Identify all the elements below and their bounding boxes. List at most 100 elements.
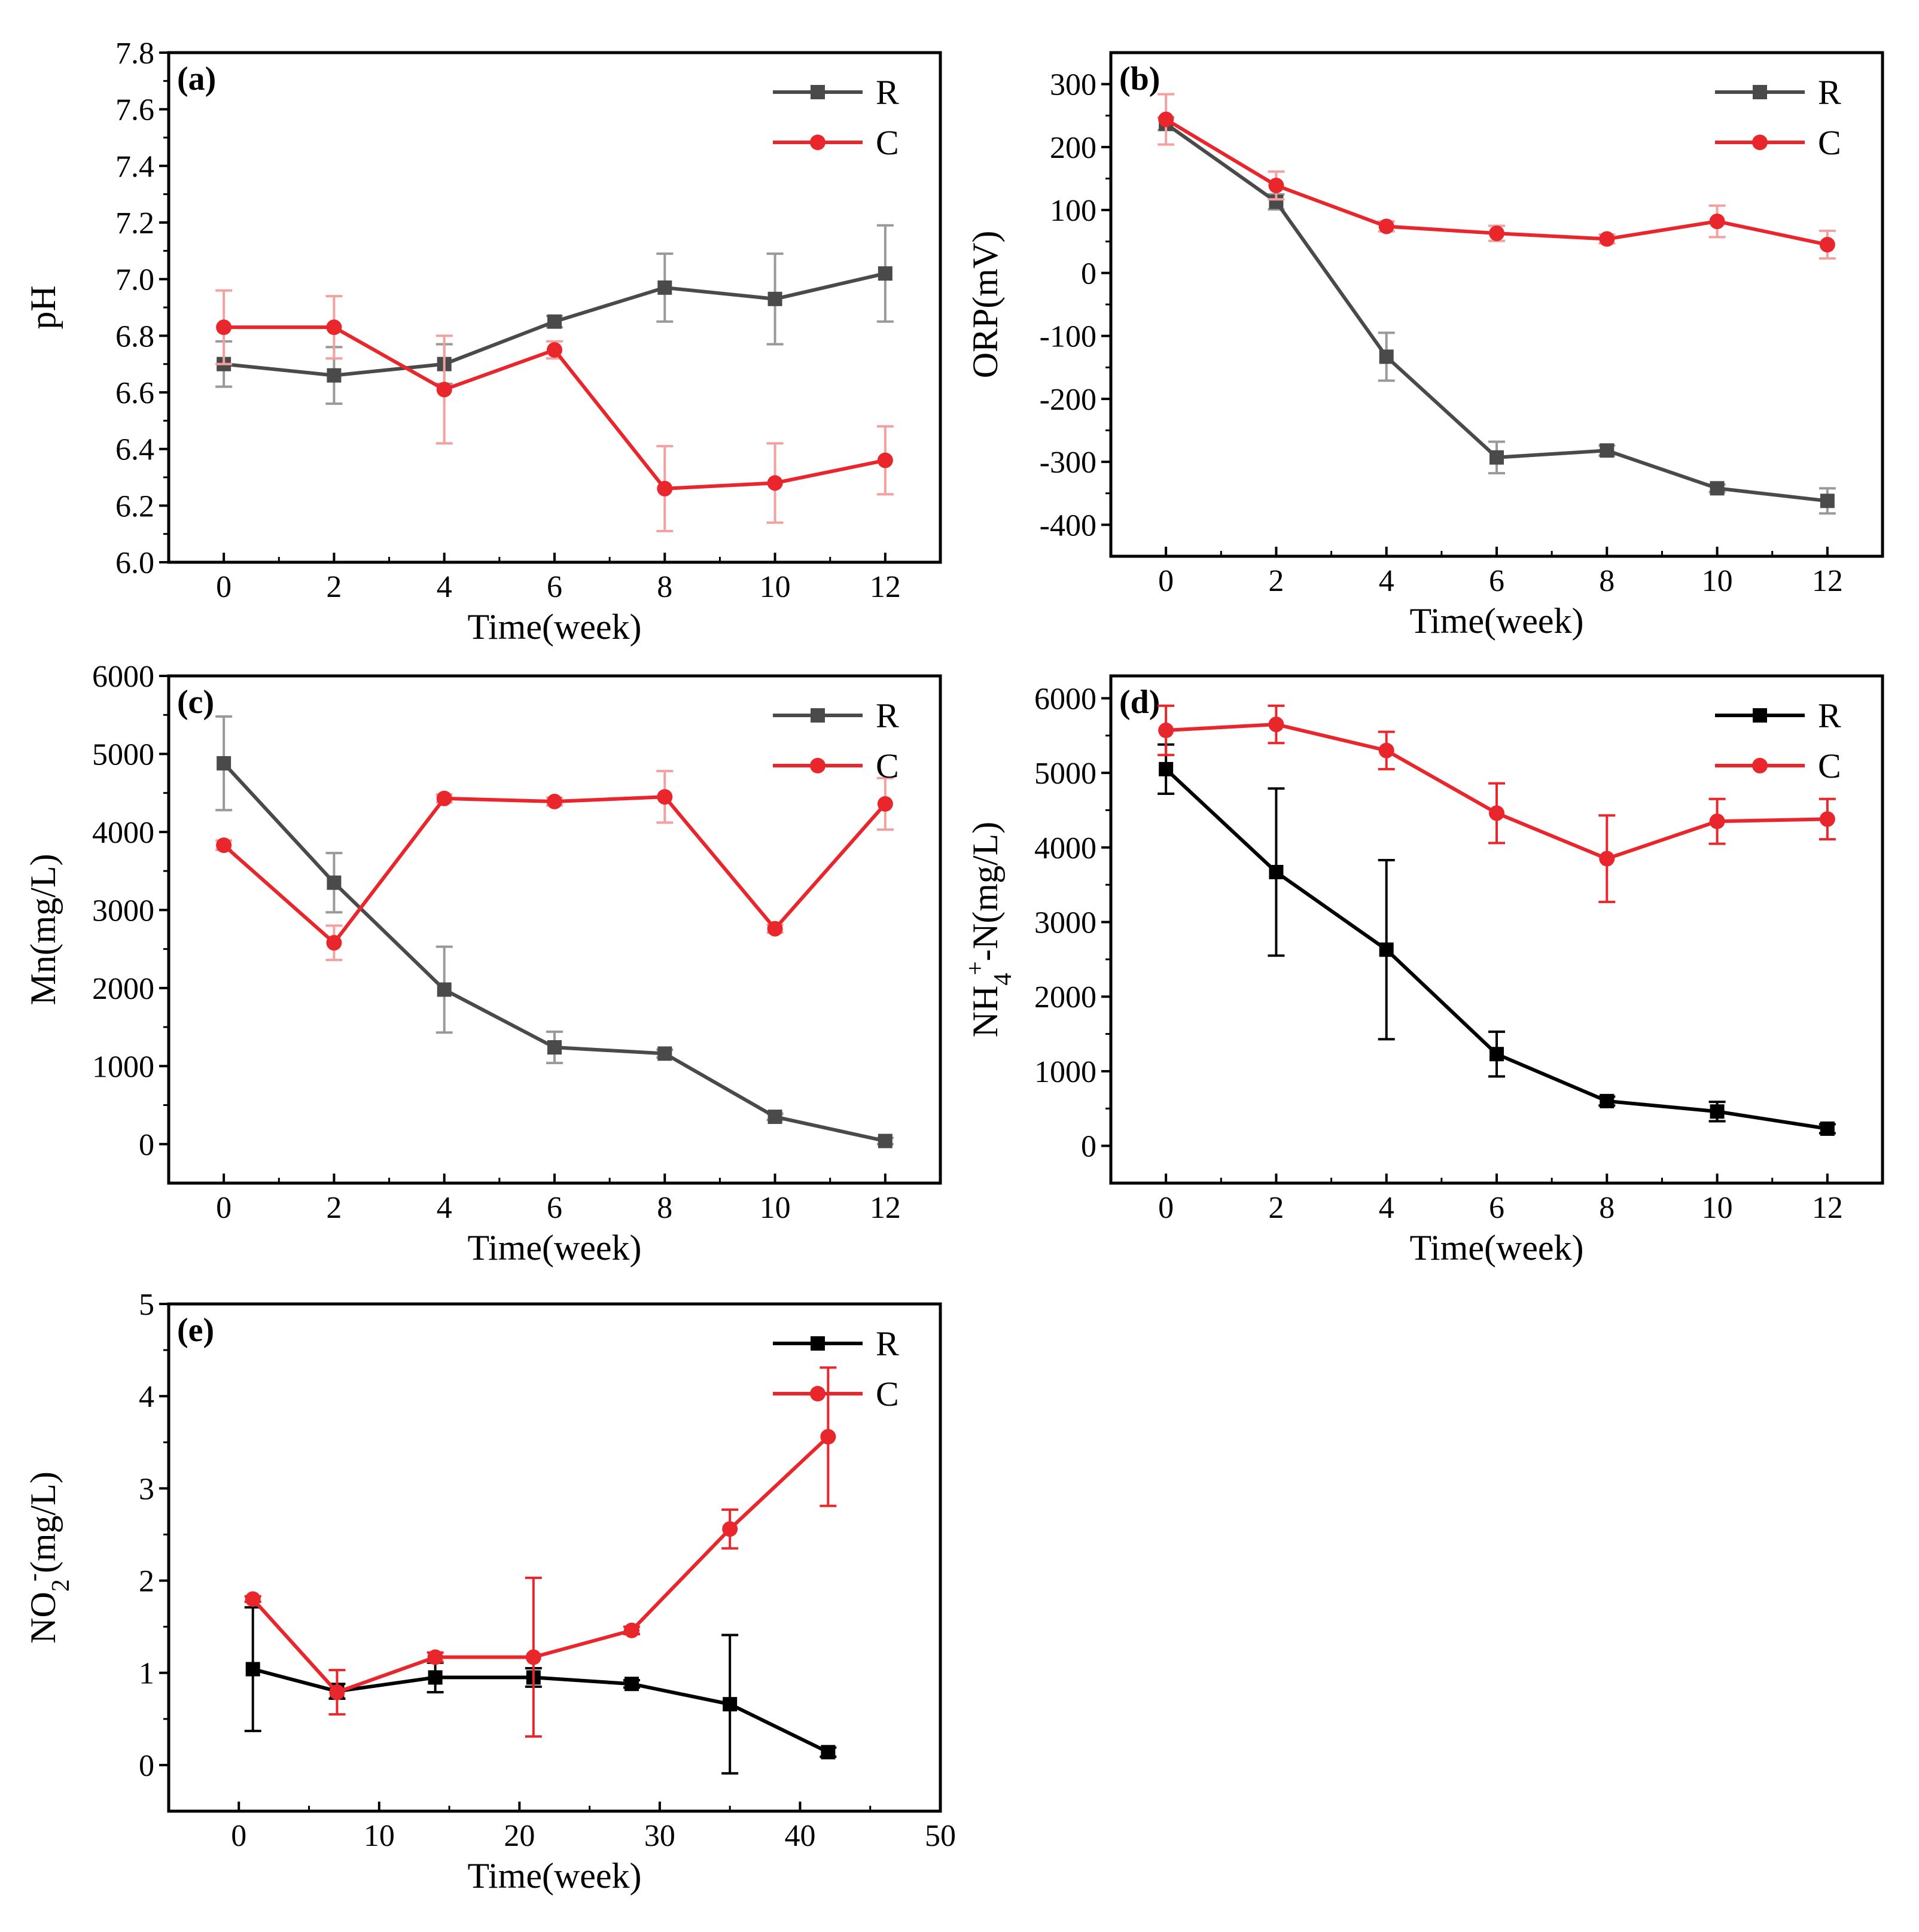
data-point bbox=[1378, 218, 1394, 234]
y-tick-label: 3 bbox=[139, 1472, 154, 1506]
y-tick-label: 7.2 bbox=[115, 206, 154, 240]
y-tick-label: 5000 bbox=[1034, 757, 1096, 791]
data-point bbox=[767, 1110, 782, 1125]
y-axis-title: ORP(mV) bbox=[965, 231, 1005, 379]
data-point bbox=[327, 368, 342, 383]
data-point bbox=[1599, 231, 1615, 247]
legend-marker bbox=[811, 1336, 825, 1351]
x-tick-label: 10 bbox=[760, 1191, 791, 1225]
data-point bbox=[767, 921, 783, 937]
data-point bbox=[1819, 237, 1835, 253]
data-point bbox=[436, 790, 452, 806]
chart-panel-e: 0 10 20 30 40 50 0 1 2 3 4 5 Time(week) NO2-(mg/L) (e)… bbox=[20, 1288, 956, 1896]
data-point bbox=[1268, 178, 1284, 194]
x-axis-title: Time(week) bbox=[467, 607, 641, 647]
x-tick-label: 4 bbox=[437, 570, 452, 604]
data-point bbox=[217, 756, 232, 771]
data-point bbox=[1268, 717, 1284, 733]
series-C bbox=[215, 770, 894, 961]
data-point bbox=[1489, 805, 1504, 821]
series-C bbox=[244, 1366, 837, 1738]
chart-panel-c: 0 2 4 6 8 10 12 0 1000 2000 3000 4000 5000 6000 Time(w… bbox=[23, 660, 942, 1267]
data-point bbox=[547, 1040, 562, 1055]
data-point bbox=[767, 475, 783, 491]
y-tick-label: 300 bbox=[1050, 68, 1096, 102]
x-axis-title: Time(week) bbox=[1409, 1228, 1583, 1267]
y-axis-title: Mn(mg/L) bbox=[23, 854, 63, 1005]
data-point bbox=[624, 1622, 639, 1638]
y-axis-title: NO2-(mg/L) bbox=[20, 1471, 75, 1644]
chart-panel-a: 0 2 4 6 8 10 12 6.0 6.2 6.4 6.6 6.8 7.0 7.2 7.4 7.6 7.8 T… bbox=[23, 36, 942, 647]
legend-marker bbox=[810, 135, 826, 150]
y-tick-label: 6.6 bbox=[115, 376, 154, 410]
legend-label: R bbox=[1818, 696, 1841, 735]
legend-label: C bbox=[1818, 123, 1841, 162]
y-tick-label: 5 bbox=[139, 1288, 154, 1322]
data-point bbox=[1600, 443, 1615, 458]
y-tick-label: 5000 bbox=[92, 738, 154, 772]
y-tick-label: 6.0 bbox=[115, 546, 154, 580]
y-tick-label: 4 bbox=[139, 1380, 154, 1414]
x-tick-label: 6 bbox=[1489, 1191, 1504, 1225]
panel-label: (a) bbox=[177, 60, 216, 97]
y-tick-label: 0 bbox=[139, 1128, 154, 1162]
data-point bbox=[657, 1046, 672, 1061]
data-point bbox=[1710, 1104, 1725, 1119]
x-axis-title: Time(week) bbox=[467, 1228, 641, 1267]
data-point bbox=[245, 1662, 260, 1677]
data-point bbox=[1379, 942, 1394, 957]
data-point bbox=[722, 1521, 738, 1537]
series-C bbox=[1158, 93, 1836, 260]
legend-label: R bbox=[876, 73, 899, 112]
x-tick-label: 0 bbox=[216, 1191, 232, 1225]
legend-marker bbox=[810, 1386, 826, 1401]
y-tick-label: 2000 bbox=[92, 972, 154, 1006]
x-tick-label: 10 bbox=[1702, 1191, 1733, 1225]
legend-marker bbox=[811, 85, 825, 99]
x-tick-label: 0 bbox=[1158, 564, 1174, 598]
data-point bbox=[1819, 811, 1835, 827]
data-point bbox=[327, 875, 342, 890]
data-point bbox=[436, 382, 452, 398]
y-tick-label: 100 bbox=[1050, 194, 1096, 228]
y-tick-label: 4000 bbox=[1034, 831, 1096, 866]
x-tick-label: 20 bbox=[504, 1819, 535, 1853]
x-tick-label: 8 bbox=[657, 1191, 672, 1225]
panel-label: (c) bbox=[177, 684, 214, 721]
y-axis-title: NH4+-N(mg/L) bbox=[962, 822, 1017, 1038]
data-point bbox=[657, 789, 673, 805]
y-tick-label: 6000 bbox=[92, 660, 154, 694]
data-point bbox=[657, 480, 673, 496]
x-tick-label: 12 bbox=[1812, 564, 1843, 598]
x-tick-label: 2 bbox=[1268, 1191, 1284, 1225]
y-tick-label: 7.0 bbox=[115, 263, 154, 297]
data-point bbox=[723, 1697, 738, 1712]
legend-label: C bbox=[876, 1375, 899, 1413]
data-point bbox=[1709, 813, 1725, 830]
data-point bbox=[1269, 864, 1284, 879]
y-tick-label: 6000 bbox=[1034, 682, 1096, 716]
data-point bbox=[877, 452, 893, 468]
legend-marker bbox=[1752, 758, 1768, 773]
legend-marker bbox=[811, 708, 825, 723]
legend-label: R bbox=[876, 696, 899, 735]
data-point bbox=[329, 1684, 345, 1701]
plot-frame bbox=[167, 51, 942, 564]
y-tick-label: -100 bbox=[1040, 320, 1096, 354]
data-point bbox=[1489, 1047, 1504, 1062]
data-point bbox=[1709, 214, 1725, 230]
x-tick-label: 10 bbox=[760, 570, 791, 604]
legend-label: R bbox=[876, 1324, 899, 1363]
x-tick-label: 40 bbox=[784, 1819, 815, 1853]
y-tick-label: -400 bbox=[1040, 508, 1096, 543]
y-tick-label: 3000 bbox=[1034, 906, 1096, 940]
data-point bbox=[547, 794, 562, 810]
data-point bbox=[1158, 723, 1174, 739]
legend-marker bbox=[1753, 85, 1767, 99]
x-axis-title: Time(week) bbox=[467, 1856, 641, 1896]
y-tick-label: 0 bbox=[139, 1749, 154, 1783]
data-point bbox=[326, 935, 342, 951]
x-tick-label: 0 bbox=[1158, 1191, 1174, 1225]
series-R bbox=[215, 715, 894, 1148]
